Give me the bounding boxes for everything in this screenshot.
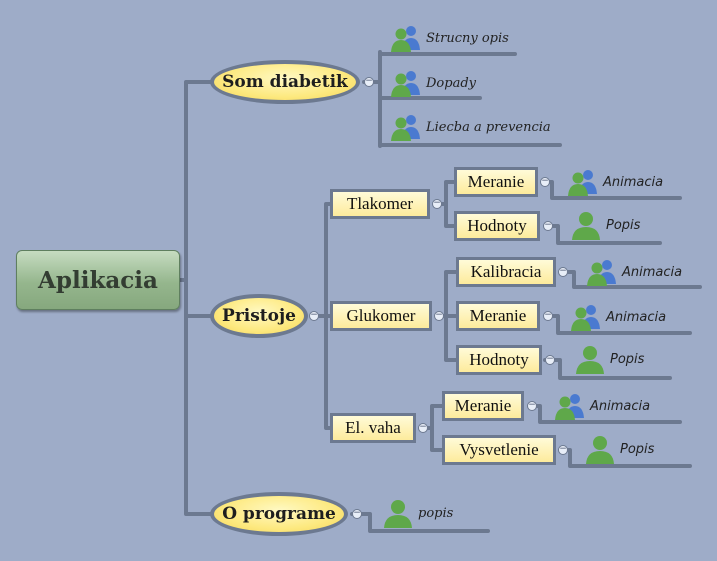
node-label: Pristoje: [222, 306, 296, 326]
node-label: Tlakomer: [346, 194, 414, 213]
leaf-label: popis: [418, 505, 454, 521]
users-group-icon: [391, 26, 420, 52]
users-group-icon: [568, 170, 597, 196]
collapse-button[interactable]: −: [352, 508, 362, 519]
node-glukomer-hodnoty[interactable]: Hodnoty: [456, 345, 542, 375]
node-label: Meranie: [467, 172, 525, 191]
node-label: Meranie: [454, 396, 512, 415]
user-icon: [572, 212, 600, 240]
user-icon: [576, 346, 604, 374]
node-som-diabetik[interactable]: Som diabetik: [210, 60, 360, 104]
leaf-animacia[interactable]: Animacia: [570, 302, 666, 332]
node-glukomer[interactable]: Glukomer: [330, 301, 432, 331]
leaf-popis[interactable]: Popis: [574, 344, 644, 374]
leaf-liecba-a-prevencia[interactable]: Liecba a prevencia: [390, 112, 551, 142]
collapse-button[interactable]: −: [558, 266, 568, 277]
node-tlakomer-hodnoty[interactable]: Hodnoty: [454, 211, 540, 241]
leaf-label: Popis: [610, 351, 645, 367]
leaf-popis[interactable]: popis: [382, 498, 453, 528]
leaf-animacia[interactable]: Animacia: [554, 391, 650, 421]
collapse-button[interactable]: −: [527, 400, 537, 411]
node-tlakomer[interactable]: Tlakomer: [330, 189, 430, 219]
node-el-vaha-meranie[interactable]: Meranie: [442, 391, 524, 421]
node-label: O programe: [222, 504, 336, 524]
node-glukomer-meranie[interactable]: Meranie: [456, 301, 540, 331]
leaf-label: Popis: [606, 217, 641, 233]
node-glukomer-kalibracia[interactable]: Kalibracia: [456, 257, 556, 287]
collapse-button[interactable]: −: [543, 310, 553, 321]
users-group-icon: [391, 71, 420, 97]
collapse-button[interactable]: −: [432, 198, 442, 209]
leaf-popis[interactable]: Popis: [570, 210, 640, 240]
node-label: Kalibracia: [470, 262, 542, 281]
node-label: El. vaha: [345, 418, 401, 437]
leaf-label: Dopady: [426, 75, 476, 91]
users-group-icon: [571, 305, 600, 331]
node-label: Vysvetlenie: [459, 440, 539, 459]
collapse-button[interactable]: −: [434, 310, 444, 321]
leaf-label: Animacia: [606, 309, 667, 325]
node-label: Glukomer: [346, 306, 416, 325]
users-group-icon: [555, 394, 584, 420]
node-el-vaha[interactable]: El. vaha: [330, 413, 416, 443]
node-label: Meranie: [469, 306, 527, 325]
leaf-dopady[interactable]: Dopady: [390, 68, 476, 98]
collapse-button[interactable]: −: [543, 220, 553, 231]
users-group-icon: [391, 115, 420, 141]
collapse-button[interactable]: −: [418, 422, 428, 433]
user-icon: [586, 436, 614, 464]
leaf-label: Liecba a prevencia: [426, 119, 551, 135]
collapse-button[interactable]: −: [558, 444, 568, 455]
node-label: Hodnoty: [467, 216, 527, 235]
collapse-button[interactable]: −: [545, 354, 555, 365]
collapse-button[interactable]: −: [540, 176, 550, 187]
user-icon: [384, 500, 412, 528]
leaf-label: Animacia: [622, 264, 683, 280]
leaf-label: Animacia: [603, 174, 664, 190]
root-node[interactable]: Aplikacia: [16, 250, 180, 310]
leaf-label: Strucny opis: [426, 30, 509, 46]
node-o-programe[interactable]: O programe: [210, 492, 348, 536]
users-group-icon: [587, 260, 616, 286]
node-label: Hodnoty: [469, 350, 529, 369]
leaf-label: Animacia: [590, 398, 651, 414]
leaf-popis[interactable]: Popis: [584, 434, 654, 464]
root-label: Aplikacia: [38, 266, 158, 294]
collapse-button[interactable]: −: [309, 310, 319, 321]
leaf-label: Popis: [620, 441, 655, 457]
node-el-vaha-vysvetlenie[interactable]: Vysvetlenie: [442, 435, 556, 465]
node-tlakomer-meranie[interactable]: Meranie: [454, 167, 538, 197]
leaf-animacia[interactable]: Animacia: [586, 257, 682, 287]
collapse-button[interactable]: −: [364, 76, 374, 87]
leaf-strucny-opis[interactable]: Strucny opis: [390, 23, 509, 53]
node-pristoje[interactable]: Pristoje: [210, 294, 308, 338]
leaf-animacia[interactable]: Animacia: [567, 167, 663, 197]
node-label: Som diabetik: [222, 72, 348, 92]
